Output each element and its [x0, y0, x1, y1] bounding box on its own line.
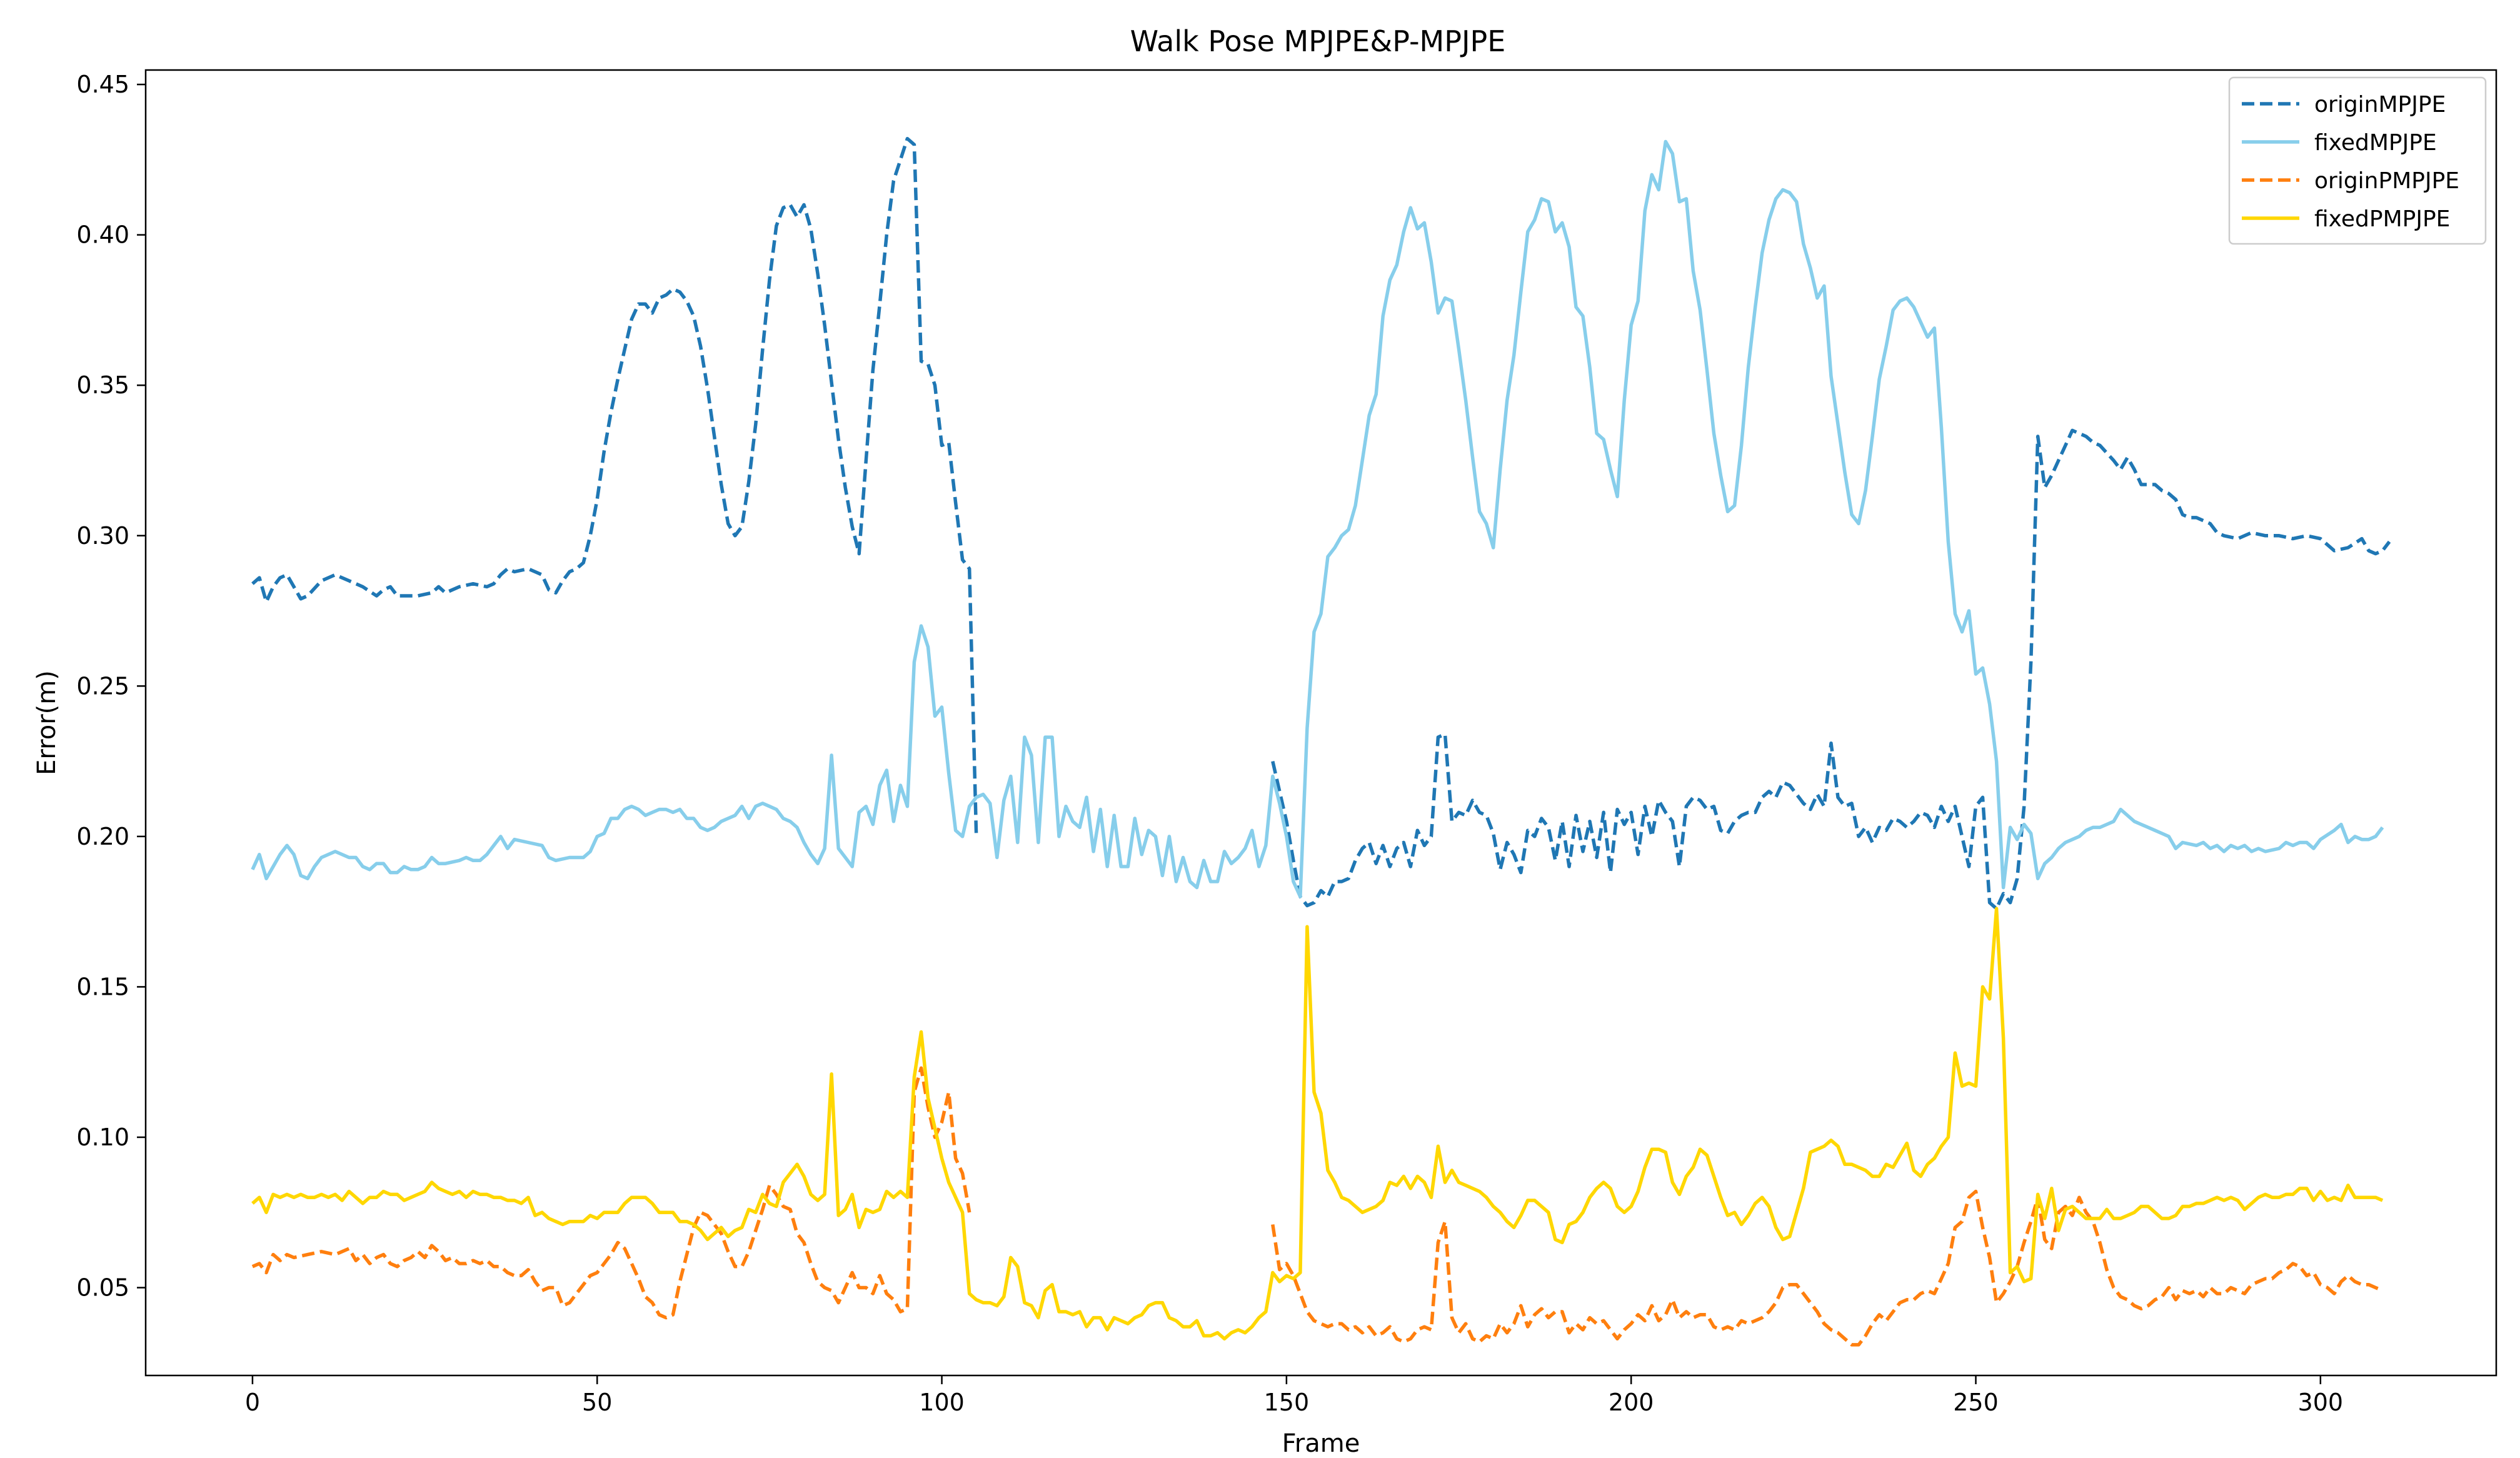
- y-axis-label: Error(m): [33, 670, 61, 775]
- legend-box: [2228, 76, 2487, 245]
- x-tick-label: 300: [2298, 1389, 2344, 1416]
- x-tick-label: 50: [582, 1389, 612, 1416]
- x-tick-label: 200: [1609, 1389, 1654, 1416]
- x-axis-label: Frame: [1282, 1429, 1360, 1458]
- legend: originMPJPE fixedMPJPE originPMPJPE fixedPM…: [2228, 76, 2487, 245]
- legend-label: fixedMPJPE: [2314, 130, 2437, 156]
- series-line-fixedMPJPE-2: [251, 139, 2384, 898]
- x-tick-label: 100: [919, 1389, 965, 1416]
- y-tick-label: 0.40: [76, 221, 129, 249]
- y-tick-label: 0.05: [76, 1274, 129, 1302]
- chart-title: Walk Pose MPJPE&P-MPJPE: [1130, 24, 1506, 58]
- legend-label: fixedPMPJPE: [2314, 206, 2450, 232]
- y-tick-label: 0.10: [76, 1124, 129, 1151]
- series-line-originMPJPE-1: [1271, 428, 2391, 911]
- series-line-originPMPJPE-4: [1271, 1189, 2384, 1347]
- y-tick-label: 0.35: [76, 371, 129, 399]
- plot-frame: [144, 69, 2497, 1377]
- series-line-originMPJPE-0: [251, 136, 978, 837]
- y-tick-label: 0.30: [76, 522, 129, 550]
- x-tick-label: 150: [1264, 1389, 1310, 1416]
- y-tick-label: 0.25: [76, 672, 129, 700]
- y-tick-label: 0.20: [76, 823, 129, 850]
- series-line-fixedPMPJPE-5: [251, 907, 2384, 1341]
- axes-layer: 0 50 100 150 200 250 300 0.05 0.10 0.15 0.20 0.25 0.…: [76, 71, 2343, 1416]
- y-tick-label: 0.45: [76, 71, 129, 98]
- y-tick-label: 0.15: [76, 973, 129, 1000]
- x-tick-label: 0: [245, 1389, 260, 1416]
- x-tick-label: 250: [1953, 1389, 1999, 1416]
- series-line-originPMPJPE-3: [251, 1066, 971, 1320]
- legend-label: originPMPJPE: [2314, 168, 2459, 194]
- series-layer: [251, 136, 2391, 1347]
- legend-label: originMPJPE: [2314, 92, 2446, 118]
